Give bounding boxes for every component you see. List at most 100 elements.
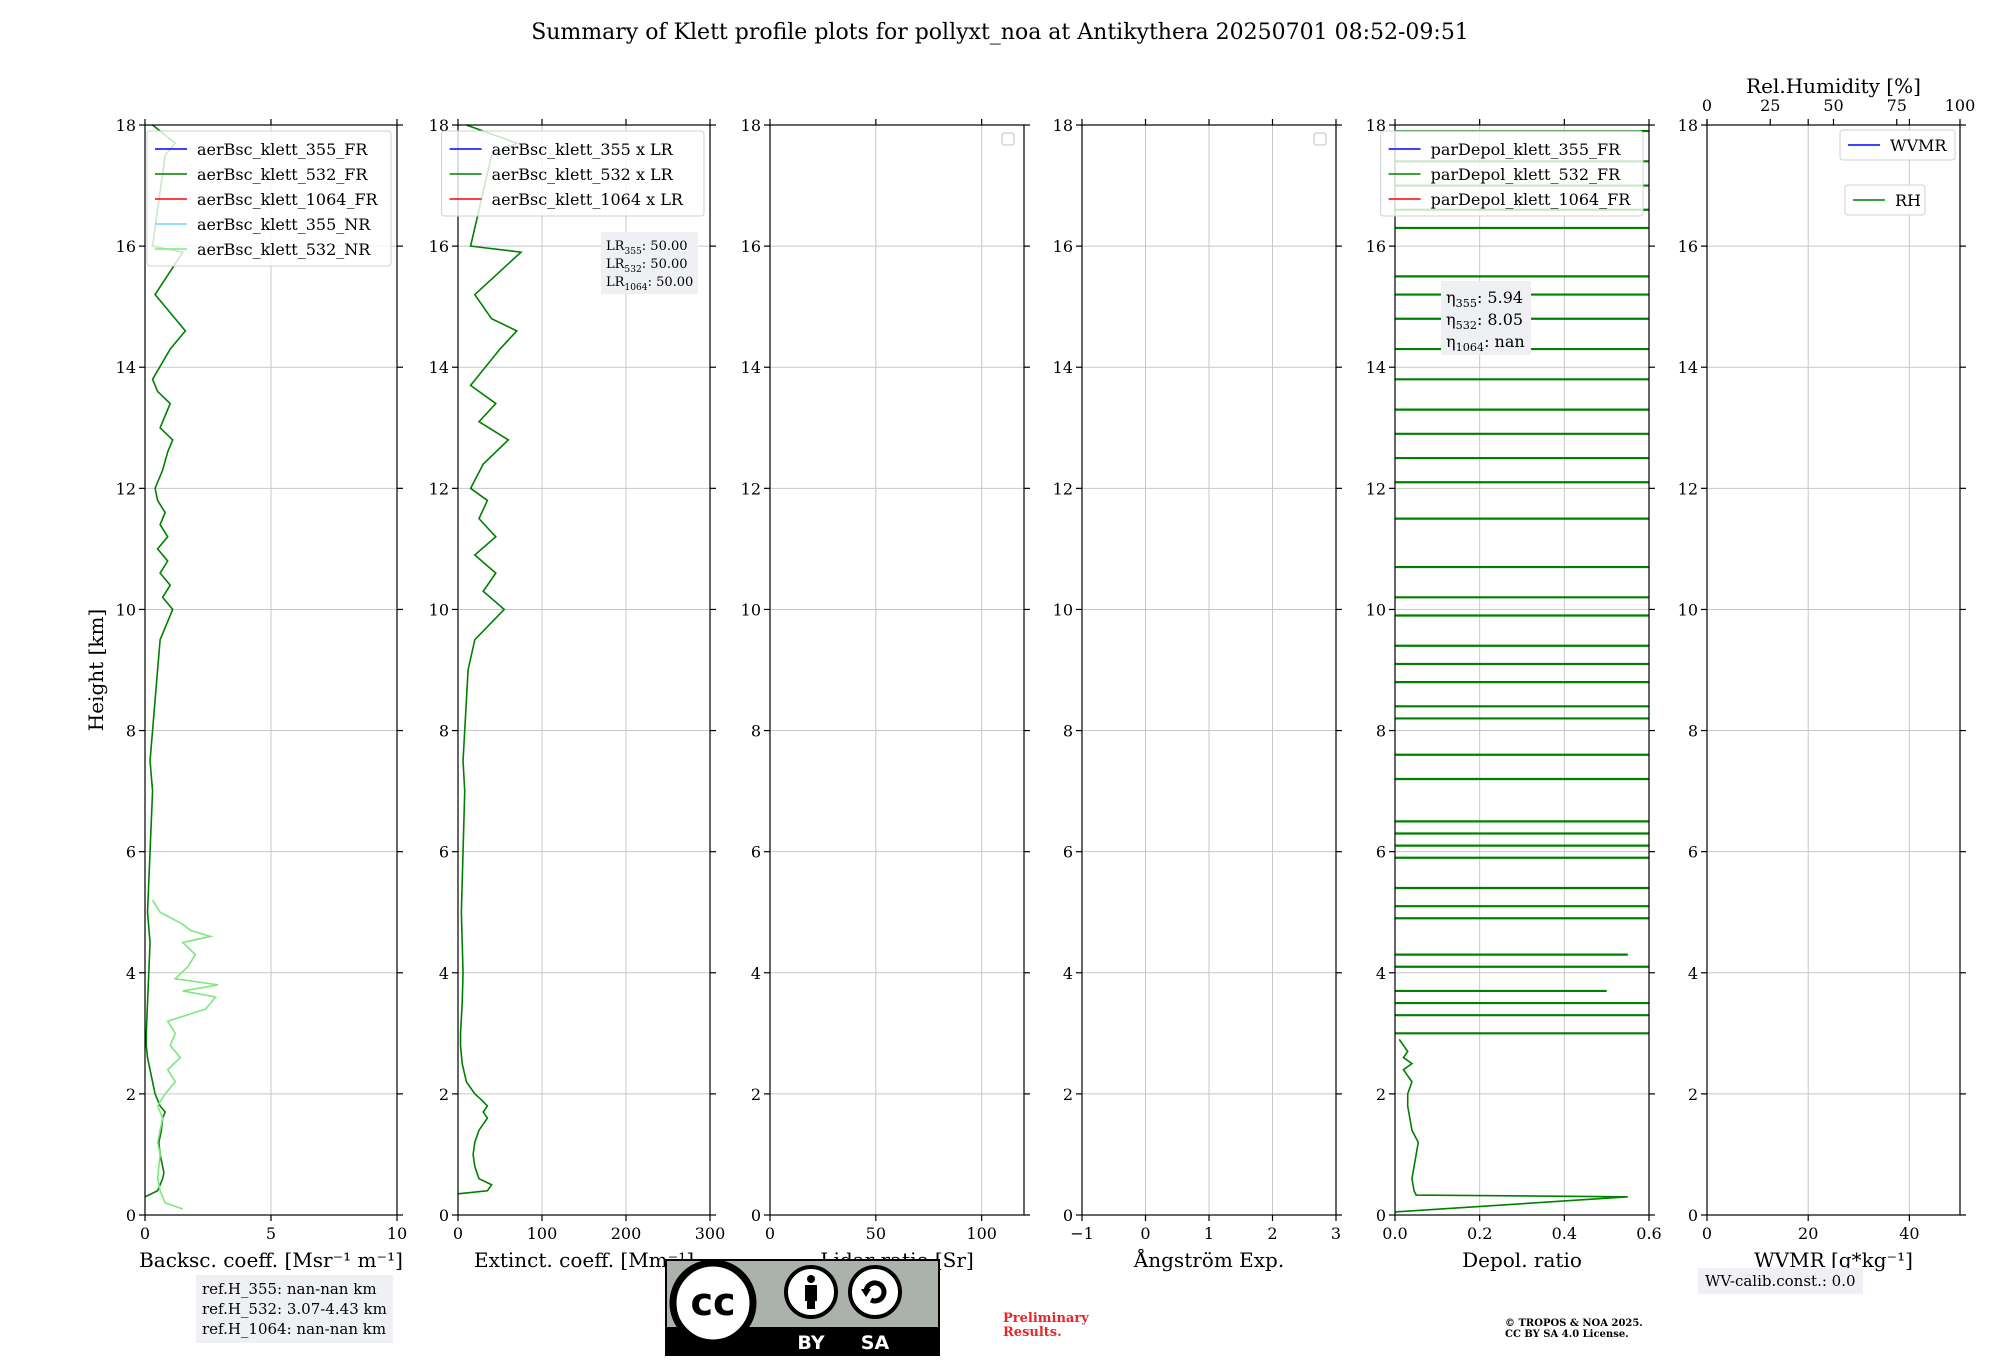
x-axis-label: Backsc. coeff. [Msr⁻¹ m⁻¹] [139, 1248, 403, 1272]
y-tick-label: 10 [1053, 600, 1073, 619]
series-line [151, 899, 219, 1210]
copyright-line-2: CC BY SA 4.0 License. [1505, 1329, 1629, 1340]
axes-frame [457, 124, 711, 1216]
legend-label: aerBsc_klett_355_FR [197, 140, 368, 159]
y-tick-label: 4 [1688, 964, 1698, 983]
legend-label: aerBsc_klett_532 x LR [492, 165, 674, 184]
legend-label: aerBsc_klett_532_NR [197, 240, 371, 259]
top-axis-label: Rel.Humidity [%] [1746, 74, 1921, 98]
legend-box [441, 130, 705, 217]
x-tick-label: 40 [1899, 1224, 1919, 1243]
y-tick-label: 14 [741, 358, 761, 377]
legend-label: parDepol_klett_1064_FR [1431, 190, 1632, 209]
series-parDepol_klett_532_FR [1394, 129, 1649, 1213]
empty-legend [1313, 132, 1327, 146]
x-tick-label: −1 [1070, 1224, 1094, 1243]
series-line [457, 124, 523, 1195]
y-tick-label: 0 [126, 1206, 136, 1225]
y-tick-label: 12 [116, 479, 136, 498]
x-axis-label: Ångström Exp. [1133, 1247, 1284, 1272]
annotation-box [601, 232, 698, 294]
y-tick-label: 14 [1678, 358, 1698, 377]
x-axis-label: Depol. ratio [1462, 1248, 1582, 1272]
series-aerBsc_klett_532_NR [151, 899, 219, 1210]
y-tick-label: 14 [1366, 358, 1386, 377]
y-tick-label: 12 [1678, 479, 1698, 498]
copyright-line-1: © TROPOS & NOA 2025. [1505, 1318, 1643, 1329]
cc-logo-text: cc [690, 1280, 735, 1324]
x-tick-label: 100 [966, 1224, 997, 1243]
legend-label: aerBsc_klett_1064_FR [197, 190, 379, 209]
top-tick-label: 25 [1760, 96, 1780, 115]
axes-frame [1706, 124, 1961, 1216]
annotation-line: η1064: nan [1446, 332, 1525, 354]
y-tick-label: 18 [429, 116, 449, 135]
y-tick-label: 8 [1376, 722, 1386, 741]
x-tick-label: 0.2 [1467, 1224, 1492, 1243]
ref-height-355: ref.H_355: nan-nan km [202, 1280, 377, 1298]
y-tick-label: 6 [1688, 843, 1698, 862]
series-aerBsc_klett_532_FR [144, 124, 187, 1198]
y-tick-label: 6 [126, 843, 136, 862]
y-tick-label: 2 [126, 1085, 136, 1104]
legend-label: WVMR [1890, 136, 1947, 155]
wv-calibration-box: WV-calib.const.: 0.0 [1698, 1268, 1863, 1294]
y-tick-label: 18 [116, 116, 136, 135]
y-tick-label: 10 [1366, 600, 1386, 619]
y-tick-label: 12 [1366, 479, 1386, 498]
y-tick-label: 2 [751, 1085, 761, 1104]
ref-height-1064: ref.H_1064: nan-nan km [202, 1320, 387, 1338]
panel-backscatter: 0 2 4 6 8 10 12 14 16 18 0 5 10 Backsc. coeff. [Msr⁻¹… [84, 116, 407, 1272]
series-aerBsc_klett_532 x LR [457, 124, 523, 1195]
legend-box [1380, 130, 1644, 217]
axes-frame [769, 124, 1025, 1216]
y-tick-label: 8 [439, 722, 449, 741]
legend: parDepol_klett_355_FR parDepol_klett_532_… [1380, 130, 1644, 217]
y-tick-label: 0 [1376, 1206, 1386, 1225]
y-tick-label: 2 [1063, 1085, 1073, 1104]
x-tick-label: 0 [453, 1224, 463, 1243]
y-tick-label: 4 [751, 964, 761, 983]
y-tick-label: 16 [1053, 237, 1073, 256]
top-tick-label: 100 [1945, 96, 1976, 115]
y-tick-label: 4 [1063, 964, 1073, 983]
y-tick-label: 18 [1678, 116, 1698, 135]
figure-title: Summary of Klett profile plots for polly… [531, 20, 1469, 45]
y-tick-label: 16 [116, 237, 136, 256]
x-tick-label: 3 [1331, 1224, 1341, 1243]
x-tick-label: 1 [1204, 1224, 1214, 1243]
annotation-line: LR532: 50.00 [606, 257, 688, 275]
y-tick-label: 10 [116, 600, 136, 619]
x-tick-label: 0 [765, 1224, 775, 1243]
series-line [144, 124, 187, 1198]
y-tick-label: 12 [429, 479, 449, 498]
y-tick-label: 8 [1688, 722, 1698, 741]
legend-label: aerBsc_klett_532_FR [197, 165, 368, 184]
y-tick-label: 18 [1366, 116, 1386, 135]
x-tick-label: 0 [1140, 1224, 1150, 1243]
y-tick-label: 10 [741, 600, 761, 619]
reference-height-box: ref.H_355: nan-nan km ref.H_532: 3.07-4.… [196, 1275, 393, 1343]
creative-commons-by-sa-icon: cc BY SA [665, 1259, 940, 1356]
annotation-line: LR1064: 50.00 [606, 275, 693, 293]
copyright-notice: © TROPOS & NOA 2025. CC BY SA 4.0 Licens… [1505, 1318, 1643, 1340]
top-tick-label: 0 [1702, 96, 1712, 115]
y-tick-label: 12 [741, 479, 761, 498]
y-tick-label: 4 [439, 964, 449, 983]
x-tick-label: 0.4 [1552, 1224, 1577, 1243]
series-line [1394, 1038, 1628, 1213]
x-tick-label: 20 [1798, 1224, 1818, 1243]
annotation-line: η355: 5.94 [1446, 288, 1523, 310]
preliminary-notice: Preliminary Results. [1003, 1312, 1089, 1340]
panel-depol: 0 2 4 6 8 10 12 14 16 18 0.0 0.2 0.4 0.6 Depol. ratio p… [1366, 116, 1662, 1272]
x-tick-label: 200 [611, 1224, 642, 1243]
x-tick-label: 0 [140, 1224, 150, 1243]
y-tick-label: 18 [741, 116, 761, 135]
ref-height-532: ref.H_532: 3.07-4.43 km [202, 1300, 387, 1318]
y-tick-label: 4 [126, 964, 136, 983]
y-tick-label: 6 [1063, 843, 1073, 862]
